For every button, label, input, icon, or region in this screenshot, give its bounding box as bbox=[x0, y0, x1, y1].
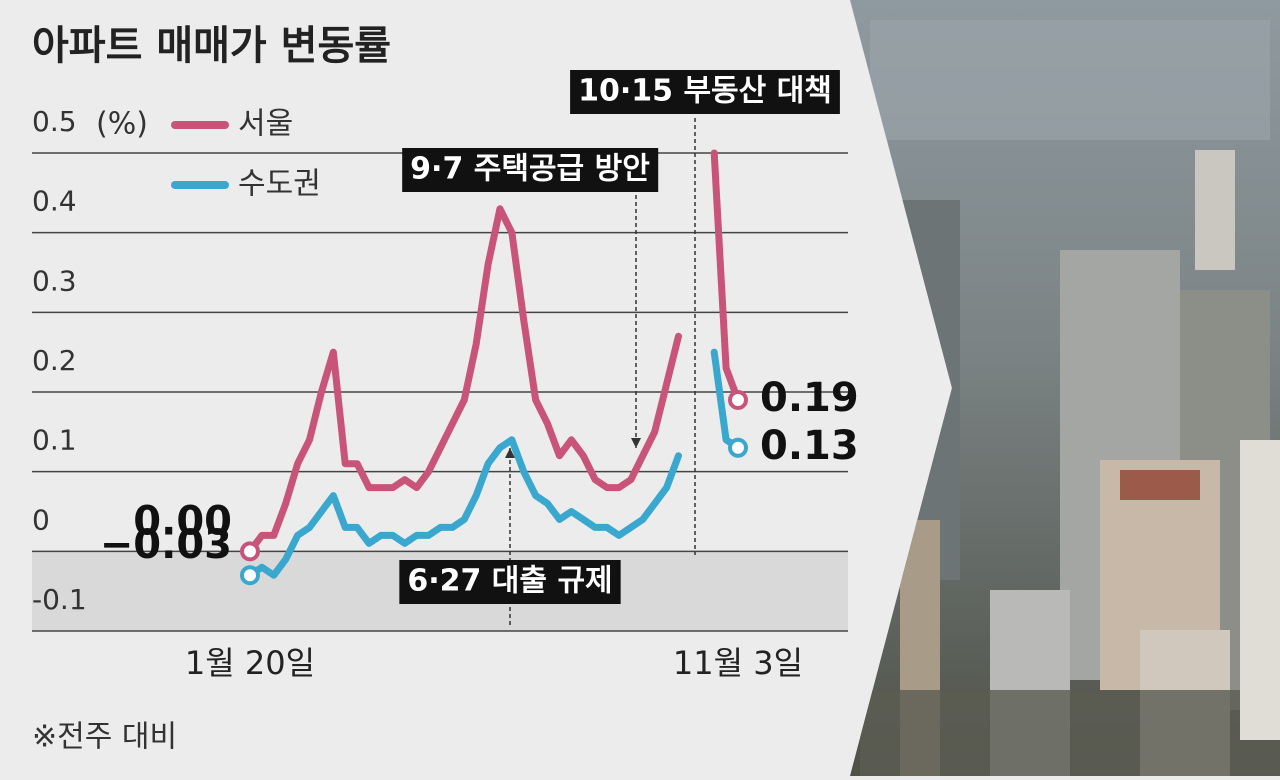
annotation-box bbox=[399, 560, 621, 604]
y-tick-label: 0 bbox=[32, 503, 50, 536]
footnote: ※전주 대비 bbox=[32, 720, 177, 755]
annotation-label: 9·7 주택공급 방안 bbox=[410, 152, 650, 187]
value-label: 0.13 bbox=[760, 423, 859, 469]
series-line bbox=[246, 149, 742, 555]
legend-label: 수도권 bbox=[238, 167, 321, 202]
y-tick-label: 0.5 bbox=[32, 105, 77, 138]
city-photo bbox=[850, 0, 1280, 776]
y-tick-label: 0.2 bbox=[32, 344, 77, 377]
plot: -0.1 0 0.1 0.2 0.3 0.4 0.5 1월 20일 11월 3일 6·27 대출 … bbox=[32, 70, 859, 682]
end-marker bbox=[728, 437, 748, 458]
x-tick-label: 1월 20일 bbox=[185, 644, 315, 682]
y-tick-label: -0.1 bbox=[32, 583, 87, 616]
y-tick-label: 0.1 bbox=[32, 424, 77, 457]
value-label: −0.03 bbox=[100, 522, 232, 568]
annotation-arrow bbox=[505, 448, 515, 458]
y-tick-label: 0.4 bbox=[32, 185, 77, 218]
x-tick-label: 11월 3일 bbox=[673, 644, 803, 682]
value-label: 0.00 bbox=[133, 498, 232, 544]
annotation-label: 6·27 대출 규제 bbox=[407, 564, 612, 599]
annotation-box bbox=[402, 148, 659, 192]
chart-title: 아파트 매매가 변동률 bbox=[32, 23, 391, 69]
annotation-label: 10·15 부동산 대책 bbox=[578, 74, 832, 109]
legend-label: 서울 bbox=[238, 107, 293, 142]
annotation-box bbox=[570, 70, 840, 114]
value-label: 0.19 bbox=[760, 375, 859, 421]
y-unit: (%) bbox=[96, 107, 148, 142]
end-marker bbox=[240, 541, 260, 562]
y-tick-label: 0.3 bbox=[32, 264, 77, 297]
annotation-arrow bbox=[631, 438, 641, 448]
end-marker bbox=[240, 565, 260, 586]
end-marker bbox=[728, 389, 748, 410]
